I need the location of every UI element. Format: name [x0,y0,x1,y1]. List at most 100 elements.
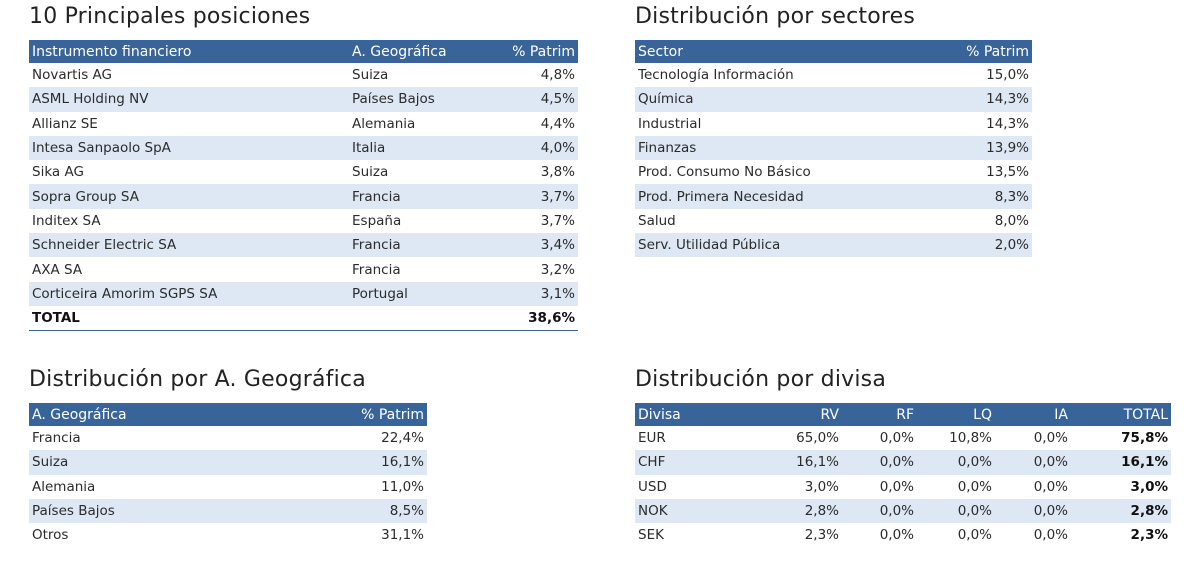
table-cell: USD [638,478,667,495]
top-positions-title: 10 Principales posiciones [29,4,311,29]
table-cell: Química [635,87,935,112]
table-cell: SEK [638,527,664,544]
header-currency: Divisa [635,403,755,426]
table-cell: 8,5% [329,498,427,524]
table-cell: 0,0% [1033,527,1068,544]
table-cell: Sopra Group SA [29,184,349,209]
table-cell: Italia [349,135,489,161]
table-row: NOK 2,8% 0,0% 0,0% 0,0% 2,8% [635,498,1171,524]
table-cell: 4,0% [489,135,578,161]
table-cell: 3,8% [540,164,575,181]
table-cell: 8,0% [994,212,1029,229]
table-cell: 14,3% [935,87,1032,112]
table-cell: Portugal [349,281,489,306]
table-cell: Inditex SA [32,212,101,229]
table-cell: 75,8% [1121,430,1168,447]
table-cell: 3,2% [540,261,575,278]
table-cell: Finanzas [635,135,935,161]
table-row: ASML Holding NV Países Bajos 4,5% [29,87,578,112]
table-header-row: Instrumento financiero A. Geográfica % P… [29,40,578,63]
table-cell: 4,4% [540,115,575,132]
table-cell: Intesa Sanpaolo SpA [29,135,349,161]
table-row: USD 3,0% 0,0% 0,0% 0,0% 3,0% [635,475,1171,499]
table-row: Industrial 14,3% [635,112,1032,136]
table-cell: 0,0% [879,430,914,447]
table-row: Sopra Group SA Francia 3,7% [29,184,578,209]
currency-body: EUR 65,0% 0,0% 10,8% 0,0% 75,8% CHF 16,1% 0,0% 0,… [635,426,1171,547]
header-lq: LQ [917,403,995,426]
table-cell: CHF [635,450,755,475]
table-row: Suiza 16,1% [29,450,427,475]
table-cell: 65,0% [796,430,839,447]
sectors-section: Distribución por sectores Sector % Patri… [635,2,1032,258]
table-cell: 3,7% [540,212,575,229]
header-geography: A. Geográfica [349,40,489,63]
table-row: Tecnología Información 15,0% [635,63,1032,87]
table-cell: 0,0% [957,478,992,495]
table-cell: Francia [352,261,401,278]
table-row: Serv. Utilidad Pública 2,0% [635,233,1032,258]
header-total: TOTAL [1071,403,1171,426]
header-geography: A. Geográfica [29,403,329,426]
table-row: Inditex SA España 3,7% [29,209,578,233]
table-cell: Francia [349,233,489,258]
table-cell: 8,3% [935,184,1032,209]
table-row: Schneider Electric SA Francia 3,4% [29,233,578,258]
header-ia: IA [995,403,1071,426]
sectors-title: Distribución por sectores [635,4,916,29]
total-cell: 38,6% [489,305,578,331]
currency-table: Divisa RV RF LQ IA TOTAL EUR 65,0% 0,0% 10,… [635,403,1171,547]
table-header-row: Divisa RV RF LQ IA TOTAL [635,403,1171,426]
table-cell: 22,4% [381,430,424,447]
top-positions-table: Instrumento financiero A. Geográfica % P… [29,40,578,331]
table-cell: 11,0% [381,478,424,495]
table-cell: 0,0% [879,478,914,495]
table-cell: 31,1% [381,527,424,544]
table-cell: 15,0% [986,67,1029,84]
table-cell: 0,0% [842,450,917,475]
table-cell: Países Bajos [29,498,329,524]
table-cell: Suiza [29,450,329,475]
table-row: AXA SA Francia 3,2% [29,257,578,281]
currency-title: Distribución por divisa [635,367,887,392]
table-cell: España [352,212,402,229]
table-cell: Schneider Electric SA [29,233,349,258]
table-cell: Alemania [352,115,416,132]
table-cell: 0,0% [917,450,995,475]
table-cell: Corticeira Amorim SGPS SA [29,281,349,306]
table-cell: 3,7% [489,184,578,209]
table-row: Corticeira Amorim SGPS SA Portugal 3,1% [29,281,578,306]
table-row: Prod. Consumo No Básico 13,5% [635,160,1032,184]
table-cell: 0,0% [917,498,995,524]
table-row: Prod. Primera Necesidad 8,3% [635,184,1032,209]
table-cell: 10,8% [949,430,992,447]
header-rv: RV [755,403,842,426]
geography-section: Distribución por A. Geográfica A. Geográ… [29,365,427,547]
geography-body: Francia 22,4% Suiza 16,1% Alemania 11,0% Paíse… [29,426,427,547]
table-cell: Prod. Primera Necesidad [635,184,935,209]
table-cell: 16,1% [329,450,427,475]
table-cell: 2,3% [1130,527,1168,544]
table-cell: 4,8% [540,67,575,84]
table-cell: Otros [32,527,69,544]
table-cell: Países Bajos [349,87,489,112]
table-cell: 0,0% [995,450,1071,475]
table-cell: Sika AG [32,164,84,181]
table-cell: 2,3% [804,527,839,544]
sectors-table: Sector % Patrim Tecnología Información 15… [635,40,1032,258]
currency-section: Distribución por divisa Divisa RV RF LQ … [635,365,1171,547]
total-cell [349,305,489,331]
table-cell: 16,1% [1071,450,1171,475]
table-cell: Alemania [32,478,96,495]
table-cell: EUR [638,430,666,447]
table-row: EUR 65,0% 0,0% 10,8% 0,0% 75,8% [635,426,1171,450]
table-cell: AXA SA [32,261,83,278]
table-cell: 3,1% [489,281,578,306]
table-cell: 2,0% [935,233,1032,258]
header-percent: % Patrim [329,403,427,426]
table-cell: Salud [638,212,676,229]
header-percent: % Patrim [489,40,578,63]
table-cell: Tecnología Información [638,67,794,84]
header-rf: RF [842,403,917,426]
sectors-body: Tecnología Información 15,0% Química 14,3% I… [635,63,1032,258]
